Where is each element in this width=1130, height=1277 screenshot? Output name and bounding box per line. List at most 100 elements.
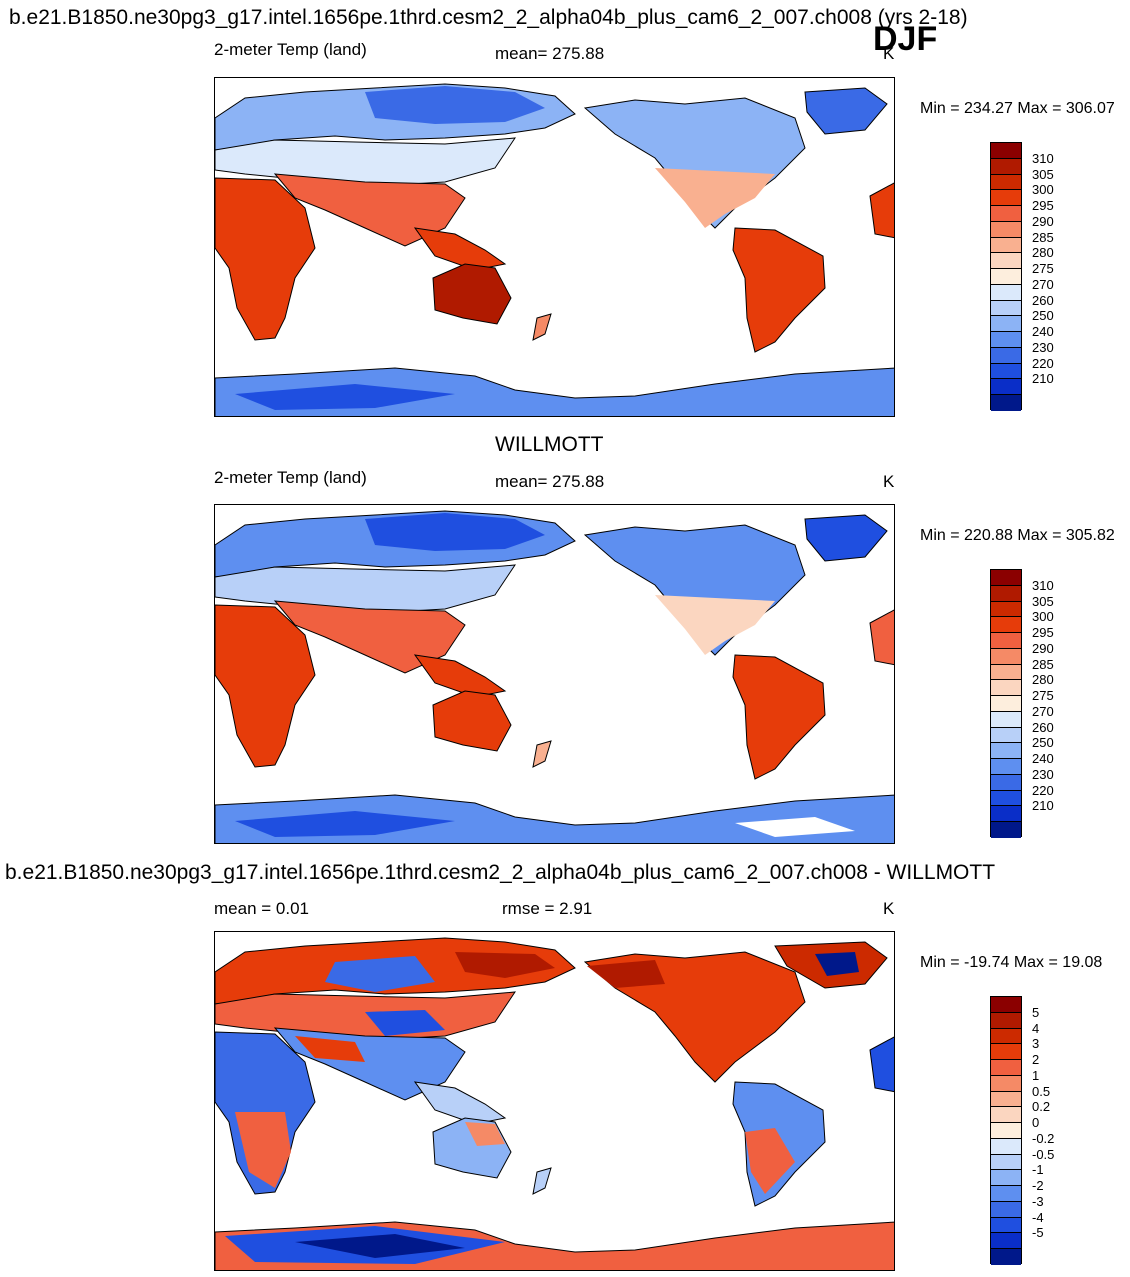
panel3-title: b.e21.B1850.ne30pg3_g17.intel.1656pe.1th… — [5, 861, 996, 884]
colorbar-swatch — [991, 711, 1021, 728]
colorbar-tick-label: 300 — [1032, 182, 1054, 198]
eurasia-blue-patch — [325, 956, 435, 992]
colorbar-swatch — [991, 696, 1021, 712]
greenland — [804, 87, 888, 135]
colorbar-tick-label: 250 — [1032, 735, 1054, 751]
north-america-hot — [587, 960, 665, 988]
colorbar-tick-label: 0 — [1032, 1115, 1040, 1131]
colorbar-swatch — [991, 790, 1021, 807]
colorbar-tick-label: 290 — [1032, 640, 1054, 656]
colorbar-swatch — [991, 1138, 1021, 1155]
colorbar-tick-label: -2 — [1032, 1178, 1044, 1194]
australia — [432, 263, 512, 325]
south-america-red — [745, 1128, 795, 1194]
panel2-mean: mean= 275.88 — [495, 472, 605, 491]
new-zealand — [532, 1167, 552, 1195]
colorbar-tick-label: 275 — [1032, 261, 1054, 277]
eurasia-hot-patch — [455, 952, 555, 978]
maritime-islands — [413, 1081, 507, 1125]
colorbar-1 — [990, 142, 1022, 411]
maritime-islands — [413, 227, 507, 271]
africa — [215, 177, 316, 341]
panel2-minmax: Min = 220.88 Max = 305.82 — [920, 527, 1115, 544]
north-america-south — [655, 168, 775, 228]
panel1-variable: 2-meter Temp (land) — [214, 40, 367, 59]
colorbar-swatch — [991, 743, 1021, 759]
colorbar-swatch — [991, 570, 1021, 586]
panel3-mean: mean = 0.01 — [214, 899, 309, 918]
antarctica-deep — [295, 1234, 465, 1258]
colorbar-swatch — [991, 727, 1021, 744]
south-america — [732, 654, 826, 780]
colorbar-tick-label: -0.2 — [1032, 1130, 1055, 1146]
colorbar-tick-label: -3 — [1032, 1193, 1044, 1209]
colorbar-swatch — [991, 1233, 1021, 1249]
colorbar-swatch — [991, 237, 1021, 254]
colorbar-swatch — [991, 363, 1021, 380]
colorbar-swatch — [991, 158, 1021, 175]
colorbar-tick-label: 220 — [1032, 355, 1054, 371]
colorbar-tick-label: 305 — [1032, 593, 1054, 609]
panel1-mean: mean= 275.88 — [495, 44, 605, 63]
colorbar-swatch — [991, 633, 1021, 649]
colorbar-tick-label: 230 — [1032, 766, 1054, 782]
antarctica-interior — [235, 811, 455, 837]
maritime-islands — [413, 654, 507, 698]
colorbar-swatch — [991, 1201, 1021, 1218]
colorbar-tick-label: 210 — [1032, 371, 1054, 387]
eurasia-mid — [215, 137, 516, 187]
africa-south-red — [235, 1112, 291, 1188]
colorbar-tick-label: 1 — [1032, 1067, 1040, 1083]
colorbar-tick-label: 280 — [1032, 672, 1054, 688]
asia-south-red — [295, 1036, 365, 1062]
colorbar-tick-label: 295 — [1032, 198, 1054, 214]
colorbar-swatch — [991, 1012, 1021, 1029]
eurasia-mid — [215, 564, 516, 614]
colorbar-swatch — [991, 585, 1021, 602]
panel1-map — [214, 77, 895, 417]
colorbar-swatch — [991, 190, 1021, 206]
colorbar-swatch — [991, 601, 1021, 618]
colorbar-swatch — [991, 221, 1021, 238]
colorbar-tick-label: -5 — [1032, 1225, 1044, 1241]
colorbar-tick-label: 305 — [1032, 166, 1054, 182]
colorbar-swatch — [991, 395, 1021, 411]
colorbar-swatch — [991, 1154, 1021, 1171]
north-america-south — [655, 595, 775, 655]
colorbar-swatch — [991, 997, 1021, 1013]
panel3-map — [214, 931, 895, 1271]
africa-east-edge — [869, 182, 894, 239]
colorbar-tick-label: 310 — [1032, 150, 1054, 166]
panel1-land — [215, 83, 894, 416]
colorbar-tick-label: 240 — [1032, 324, 1054, 340]
colorbar-tick-label: 280 — [1032, 245, 1054, 261]
colorbar-swatch — [991, 300, 1021, 317]
colorbar-swatch — [991, 206, 1021, 222]
colorbar-tick-label: 290 — [1032, 213, 1054, 229]
colorbar-tick-label: 240 — [1032, 751, 1054, 767]
africa — [215, 604, 316, 768]
colorbar-tick-label: 260 — [1032, 719, 1054, 735]
colorbar-tick-label: 260 — [1032, 292, 1054, 308]
australia-red — [465, 1122, 505, 1146]
colorbar-2 — [990, 569, 1022, 838]
africa-east-edge — [869, 609, 894, 666]
panel1-units: K — [883, 44, 895, 63]
panel2-title: WILLMOTT — [495, 433, 604, 456]
colorbar-tick-label: 2 — [1032, 1052, 1040, 1068]
panel3-minmax: Min = -19.74 Max = 19.08 — [920, 954, 1103, 971]
colorbar-swatch — [991, 316, 1021, 332]
greenland — [804, 514, 888, 562]
colorbar-tick-label: -1 — [1032, 1162, 1044, 1178]
colorbar-swatch — [991, 822, 1021, 838]
colorbar-swatch — [991, 680, 1021, 696]
colorbar-swatch — [991, 1123, 1021, 1139]
page-title: b.e21.B1850.ne30pg3_g17.intel.1656pe.1th… — [9, 6, 968, 29]
antarctica-warm-patch — [735, 817, 855, 837]
colorbar-swatch — [991, 1044, 1021, 1060]
panel2-variable: 2-meter Temp (land) — [214, 468, 367, 487]
south-america — [732, 227, 826, 353]
colorbar-tick-label: 230 — [1032, 339, 1054, 355]
season-label: DJF — [873, 20, 938, 58]
eurasia-cold — [365, 86, 545, 124]
